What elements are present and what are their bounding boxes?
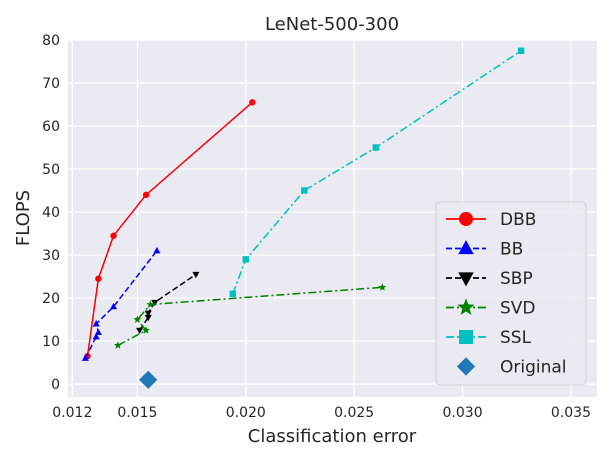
- legend-label-svd: SVD: [500, 299, 536, 319]
- x-tick-label: 0.030: [443, 405, 483, 421]
- x-tick-label: 0.015: [117, 405, 157, 421]
- series-line-svd: [117, 286, 383, 347]
- legend: DBB BB SBP SVD SSL Original: [435, 201, 587, 386]
- x-axis-label: Classification error: [248, 426, 417, 447]
- data-point-sbp: [144, 310, 152, 317]
- legend-item-original: Original: [456, 357, 567, 378]
- series-ssl: [229, 47, 525, 297]
- y-tick-label: 0: [51, 377, 60, 393]
- series-layer: [81, 47, 525, 389]
- series-sbp: [136, 271, 200, 335]
- data-point-svd: [146, 300, 155, 308]
- legend-item-svd: SVD: [446, 298, 536, 319]
- data-point-svd: [142, 326, 151, 334]
- data-point-original: [139, 370, 158, 389]
- data-point-sbp: [192, 271, 200, 279]
- x-tick-label: 0.020: [226, 405, 266, 421]
- legend-label-sbp: SBP: [500, 269, 533, 289]
- chart-title: LeNet-500-300: [265, 14, 399, 35]
- y-tick-label: 70: [42, 76, 60, 92]
- legend-item-ssl: SSL: [446, 328, 532, 348]
- x-tick-label: 0.012: [52, 405, 92, 421]
- x-tick-label: 0.025: [334, 405, 374, 421]
- legend-marker-dbb: [459, 212, 473, 226]
- legend-item-bb: BB: [446, 240, 523, 260]
- data-point-svd: [378, 283, 387, 291]
- data-point-sbp: [151, 299, 159, 307]
- series-line-ssl: [232, 50, 522, 295]
- y-tick-label: 30: [42, 248, 60, 264]
- y-axis-label: FLOPS: [13, 190, 34, 246]
- data-point-bb: [81, 354, 89, 361]
- data-point-dbb: [95, 275, 102, 282]
- data-point-dbb: [249, 99, 256, 106]
- legend-label-dbb: DBB: [500, 210, 536, 230]
- data-point-dbb: [110, 232, 117, 239]
- y-tick-label: 20: [42, 291, 60, 307]
- y-ticks: 0 10 20 30 40 50 60 70 80: [42, 33, 60, 393]
- series-line-bb: [84, 250, 158, 359]
- data-point-sbp: [136, 327, 144, 335]
- data-point-dbb: [142, 191, 150, 199]
- y-tick-label: 50: [42, 162, 60, 178]
- legend-item-dbb: DBB: [446, 210, 536, 230]
- data-point-bb: [110, 302, 118, 310]
- data-point-ssl: [517, 47, 525, 54]
- legend-label-original: Original: [500, 358, 567, 378]
- data-point-bb: [94, 328, 102, 336]
- y-tick-label: 60: [42, 119, 60, 135]
- series-bb: [81, 246, 161, 361]
- legend-label-ssl: SSL: [500, 328, 532, 348]
- legend-marker-svd: [457, 298, 475, 315]
- data-point-ssl: [229, 290, 236, 297]
- data-point-bb: [92, 320, 100, 327]
- legend-marker-sbp: [458, 272, 474, 287]
- legend-label-bb: BB: [500, 240, 523, 260]
- y-tick-label: 80: [42, 33, 60, 49]
- legend-marker-ssl: [459, 330, 473, 344]
- legend-marker-bb: [458, 240, 474, 255]
- series-original: [139, 370, 158, 389]
- legend-marker-original: [456, 357, 476, 376]
- data-point-svd: [113, 341, 122, 349]
- x-tick-label: 0.035: [551, 405, 591, 421]
- y-tick-label: 40: [42, 205, 60, 221]
- data-point-ssl: [301, 187, 308, 194]
- data-point-bb: [92, 332, 100, 340]
- data-point-sbp: [144, 314, 152, 322]
- legend-item-sbp: SBP: [446, 269, 533, 289]
- data-point-ssl: [242, 256, 249, 263]
- x-ticks: 0.012 0.015 0.020 0.025 0.030 0.035: [52, 405, 591, 421]
- data-point-svd: [133, 315, 142, 323]
- y-tick-label: 10: [42, 334, 60, 350]
- series-svd: [113, 283, 387, 349]
- data-point-bb: [153, 246, 161, 254]
- data-point-ssl: [372, 144, 380, 151]
